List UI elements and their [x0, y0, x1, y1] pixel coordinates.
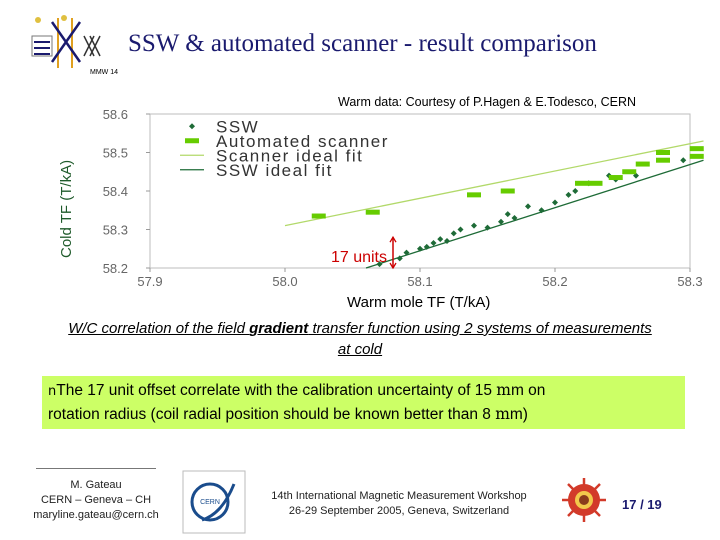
note-line-2: rotation radius (coil radial position sh… [48, 406, 496, 423]
legend-label: Scanner ideal fit [216, 146, 363, 165]
x-tick-label: 57.9 [137, 274, 162, 289]
x-axis-label: Warm mole TF (T/kA) [347, 294, 491, 311]
workshop-logo: MMW 14 [31, 15, 118, 76]
scanner-point [656, 157, 670, 163]
scatter-chart: 57.9 58.0 58.1 58.2 58.3 58.2 58.3 58.4 58.5 58.… [103, 107, 704, 289]
legend-label: SSW ideal fit [216, 161, 333, 180]
logo-label: MMW 14 [90, 69, 118, 76]
page-number: 17 / 19 [622, 497, 662, 512]
fit-line [284, 140, 704, 227]
scanner-point [635, 161, 650, 167]
ssw-point [471, 222, 477, 229]
caption-part-1: W/C correlation of the field [68, 320, 250, 337]
ssw-point [552, 199, 558, 206]
mu-symbol: m [495, 405, 510, 423]
fit-line [365, 159, 704, 269]
scanner-point [467, 192, 481, 198]
scanner-point [689, 146, 704, 152]
legend-box [176, 115, 511, 173]
bullet-icon: n [48, 384, 57, 399]
ssw-point [680, 157, 687, 164]
caption-bold: gradient [249, 320, 309, 337]
y-tick-label: 58.4 [103, 184, 128, 199]
data-credit: Warm data: Courtesy of P.Hagen & E.Todes… [338, 95, 637, 109]
y-tick-label: 58.5 [103, 146, 128, 161]
ssw-point [484, 224, 491, 231]
author-name: M. Gateau [70, 479, 122, 491]
arrow-head [389, 235, 397, 243]
y-tick-label: 58.6 [103, 107, 128, 122]
ssw-point [538, 207, 545, 214]
legend-marker [189, 123, 195, 130]
author-email[interactable]: maryline.gateau@cern.ch [33, 509, 159, 521]
scanner-point [500, 188, 515, 194]
mu-symbol: m [496, 381, 511, 399]
y-tick-label: 58.3 [103, 223, 128, 238]
chart-caption: W/C correlation of the field gradient tr… [60, 318, 660, 360]
ssw-point [444, 238, 450, 245]
cern-logo-text: CERN [200, 499, 220, 506]
scanner-point [608, 175, 623, 181]
scanner-point [588, 180, 603, 186]
ssw-point [437, 236, 444, 243]
ssw-point [450, 230, 457, 237]
note-line-2-end: m) [509, 406, 528, 423]
ssw-point [498, 218, 504, 225]
ssw-point [504, 211, 511, 218]
scanner-point [365, 209, 380, 215]
author-affiliation: CERN – Geneva – CH [40, 494, 152, 506]
scanner-point [689, 153, 704, 159]
ssw-point [396, 255, 403, 262]
legend-label: SSW [216, 117, 259, 136]
x-tick-label: 58.3 [677, 274, 702, 289]
x-tick-label: 58.0 [272, 274, 297, 289]
workshop-dates: 26-29 September 2005, Geneva, Switzerlan… [288, 505, 510, 517]
legend-label: Automated scanner [216, 132, 389, 151]
scanner-point [656, 150, 670, 155]
logo-emblem [31, 15, 101, 68]
footer-divider [36, 468, 156, 469]
x-tick-label: 58.1 [407, 274, 432, 289]
ssw-point [430, 239, 437, 246]
ssw-point [565, 191, 572, 198]
ssw-point [376, 261, 383, 268]
note-line-1-end: m on [510, 382, 546, 399]
scanner-point [575, 180, 589, 186]
arrow-head [389, 262, 397, 270]
y-tick-label: 58.2 [103, 261, 128, 276]
annotation-label: 17 units [331, 249, 387, 266]
scanner-point [622, 169, 637, 175]
ssw-point [403, 249, 410, 256]
workshop-info: 14th International Magnetic Measurement … [255, 489, 543, 519]
conclusion-box: nThe 17 unit offset correlate with the c… [42, 376, 685, 429]
cern-logo: CERN [182, 470, 246, 534]
ssw-point [511, 214, 518, 221]
x-tick-label: 58.2 [542, 274, 567, 289]
ssw-point [417, 245, 423, 252]
legend-marker [185, 138, 199, 144]
ssw-point [457, 226, 464, 233]
note-line-1: The 17 unit offset correlate with the ca… [56, 382, 497, 399]
workshop-emblem-icon [562, 478, 606, 522]
workshop-name: 14th International Magnetic Measurement … [271, 490, 527, 502]
caption-part-2: transfer function using 2 systems of mea… [308, 320, 652, 358]
scanner-point [311, 213, 326, 219]
ssw-point [423, 243, 430, 250]
slide-title: SSW & automated scanner - result compari… [128, 30, 597, 57]
ssw-point [572, 188, 579, 194]
ssw-point [525, 203, 531, 210]
footer-author: M. Gateau CERN – Geneva – CH maryline.ga… [30, 478, 162, 523]
